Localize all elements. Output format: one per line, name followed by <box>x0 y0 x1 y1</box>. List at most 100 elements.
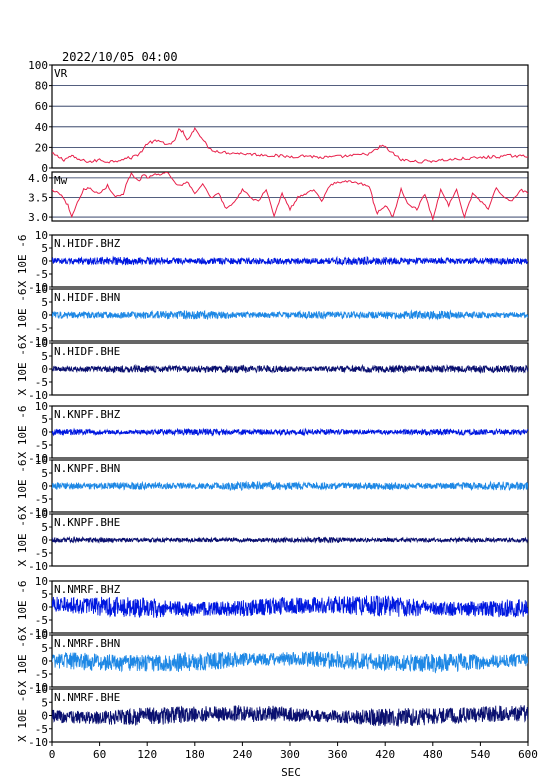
panel-label: N.KNPF.BHZ <box>54 408 121 421</box>
x-tick-label: 120 <box>137 748 157 761</box>
x-tick-label: 180 <box>185 748 205 761</box>
panel-6: -10-505 10 N.KNPF.BHZ X 10E -6 <box>16 400 529 465</box>
y-tick-label: 0 <box>41 601 48 614</box>
y-tick-label: 5 <box>41 696 48 709</box>
y-axis-label: X 10E -6 <box>16 635 29 688</box>
series-line <box>52 363 528 374</box>
y-tick-label: 40 <box>35 121 48 134</box>
panel-label: N.HIDF.BHN <box>54 291 120 304</box>
y-tick-label: -10 <box>28 452 48 465</box>
header-datetime: 2022/10/05 04:00 <box>62 50 178 64</box>
y-tick-label: 5 <box>41 467 48 480</box>
series-line <box>52 309 528 321</box>
series-line <box>52 595 528 618</box>
y-tick-label: -5 <box>35 493 48 506</box>
x-axis: 0 60 120 180 240 300 360 420 480 540 600 <box>49 742 538 761</box>
y-tick-label: 5 <box>41 642 48 655</box>
y-tick-label: -10 <box>28 627 48 640</box>
y-tick-label: 0 <box>41 363 48 376</box>
y-tick-label: 0 <box>41 162 48 175</box>
series-line <box>52 480 528 492</box>
x-tick-label: 240 <box>232 748 252 761</box>
panel-label: N.KNPF.BHN <box>54 462 120 475</box>
y-tick-label: 0 <box>41 426 48 439</box>
x-tick-label: 60 <box>93 748 106 761</box>
x-tick-label: 420 <box>375 748 395 761</box>
panel-1: 0 20 40 60 80 100 VR <box>28 59 529 175</box>
y-tick-label: -10 <box>28 736 48 749</box>
series-line <box>52 172 528 221</box>
y-tick-label: -5 <box>35 439 48 452</box>
y-tick-label: 60 <box>35 100 48 113</box>
panel-label: N.HIDF.BHZ <box>54 237 121 250</box>
y-tick-label: -10 <box>28 681 48 694</box>
y-tick-label: -5 <box>35 376 48 389</box>
panel-label: N.NMRF.BHE <box>54 691 120 704</box>
y-tick-label: -5 <box>35 723 48 736</box>
series-line <box>52 126 528 164</box>
panel-frame <box>51 171 529 222</box>
y-tick-label: 10 <box>35 454 48 467</box>
y-tick-label: 10 <box>35 683 48 696</box>
panel-label: N.KNPF.BHE <box>54 516 120 529</box>
x-tick-label: 600 <box>518 748 538 761</box>
y-tick-label: -5 <box>35 614 48 627</box>
x-tick-label: 300 <box>280 748 300 761</box>
panel-label: N.NMRF.BHZ <box>54 583 121 596</box>
y-tick-label: 0 <box>41 534 48 547</box>
y-tick-label: 5 <box>41 588 48 601</box>
x-tick-label: 360 <box>328 748 348 761</box>
series-line <box>52 705 528 727</box>
y-tick-label: -10 <box>28 281 48 294</box>
y-tick-label: 5 <box>41 521 48 534</box>
y-tick-label: 3.5 <box>28 191 48 204</box>
y-tick-label: -5 <box>35 668 48 681</box>
y-tick-label: 0 <box>41 309 48 322</box>
panel-frame <box>51 405 529 459</box>
y-tick-label: -10 <box>28 335 48 348</box>
y-axis-label: X 10E -6 <box>16 689 29 742</box>
y-tick-label: -10 <box>28 506 48 519</box>
y-tick-label: 10 <box>35 337 48 350</box>
y-axis-label: X 10E -6 <box>16 289 29 342</box>
y-tick-label: 0 <box>41 255 48 268</box>
y-tick-label: 10 <box>35 575 48 588</box>
y-tick-label: 5 <box>41 350 48 363</box>
series-line <box>52 535 528 544</box>
x-tick-label: 480 <box>423 748 443 761</box>
series-line <box>52 255 528 266</box>
y-tick-label: 5 <box>41 296 48 309</box>
y-axis-label: X 10E -6 <box>16 514 29 567</box>
y-tick-label: 0 <box>41 710 48 723</box>
y-axis-label: X 10E -6 <box>16 235 29 288</box>
y-tick-label: 5 <box>41 413 48 426</box>
y-tick-label: -5 <box>35 547 48 560</box>
y-tick-label: 20 <box>35 141 48 154</box>
y-tick-label: -10 <box>28 389 48 402</box>
panel-label: N.HIDF.BHE <box>54 345 120 358</box>
panel-label: Mw <box>54 174 68 187</box>
y-axis-label: X 10E -6 <box>16 406 29 459</box>
y-axis-label: X 10E -6 <box>16 581 29 634</box>
y-tick-label: 10 <box>35 229 48 242</box>
x-tick-label: 0 <box>49 748 56 761</box>
y-tick-label: 10 <box>35 629 48 642</box>
panel-frame <box>51 64 529 169</box>
y-tick-label: 100 <box>28 59 48 72</box>
panel-2: 3.0 3.5 4.0 Mw <box>28 171 529 224</box>
y-axis-label: X 10E -6 <box>16 343 29 396</box>
y-tick-label: -5 <box>35 268 48 281</box>
y-tick-label: 80 <box>35 80 48 93</box>
panel-label: VR <box>54 67 68 80</box>
y-tick-label: 3.0 <box>28 211 48 224</box>
y-tick-label: 4.0 <box>28 172 48 185</box>
